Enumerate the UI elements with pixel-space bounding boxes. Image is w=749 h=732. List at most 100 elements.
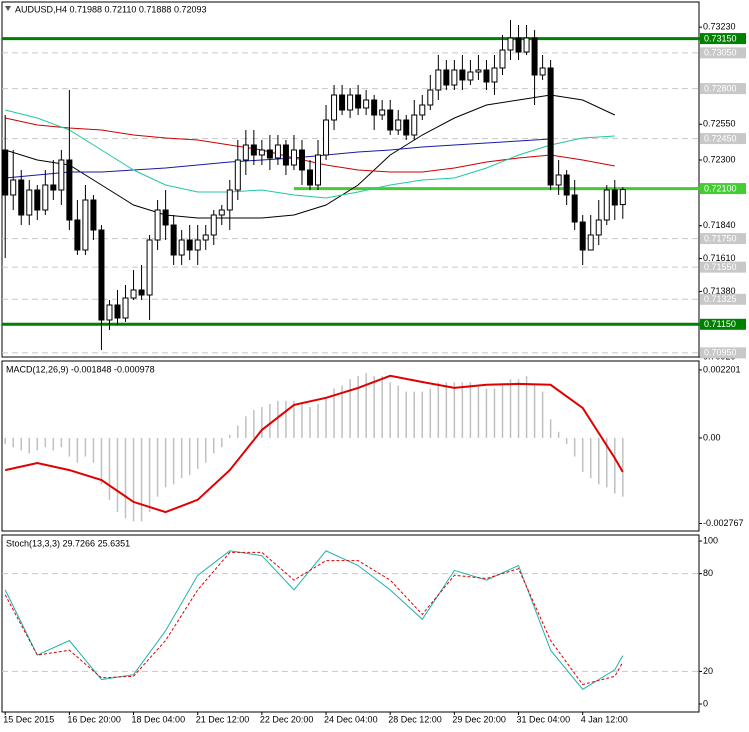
- symbol-icon: [5, 6, 11, 11]
- candle-body: [459, 69, 466, 81]
- candle-body: [467, 71, 474, 81]
- x-tick-label: 28 Dec 12:00: [388, 714, 442, 724]
- candle-body: [210, 214, 217, 236]
- candle-body: [371, 99, 378, 116]
- x-tick-label: 4 Jan 12:00: [581, 714, 628, 724]
- candle-body: [451, 69, 458, 86]
- x-tick-label: 18 Dec 04:00: [132, 714, 186, 724]
- candle-body: [178, 239, 185, 256]
- candle-body: [587, 234, 594, 251]
- candle-body: [579, 221, 586, 251]
- y-tick-label: 0.72300: [703, 154, 736, 164]
- level-label: 0.71550: [704, 262, 737, 272]
- y-tick-label: 0.00: [703, 432, 721, 442]
- candle-body: [411, 114, 418, 136]
- candle-body: [90, 199, 97, 231]
- y-tick-label: 0: [703, 698, 708, 708]
- candle-body: [258, 149, 265, 156]
- candle-body: [331, 94, 338, 121]
- candle-body: [138, 289, 145, 296]
- x-tick-label: 24 Dec 04:00: [324, 714, 378, 724]
- y-tick-label: 0.002201: [703, 364, 741, 374]
- y-tick-label: 100: [703, 535, 718, 545]
- x-tick-label: 15 Dec 2015: [3, 714, 54, 724]
- indicator-line: [4, 550, 624, 690]
- x-tick-label: 29 Dec 20:00: [452, 714, 506, 724]
- level-label: 0.71325: [704, 294, 737, 304]
- y-tick-label: 0.71610: [703, 253, 736, 263]
- chart-title: AUDUSD,H4 0.71988 0.72110 0.71888 0.7209…: [15, 4, 206, 14]
- candle-body: [58, 159, 65, 191]
- candle-body: [162, 209, 169, 226]
- candle-body: [507, 37, 514, 51]
- candle-body: [98, 229, 105, 321]
- candle-body: [194, 239, 201, 251]
- level-box: [700, 183, 746, 195]
- indicator-line: [4, 374, 624, 514]
- level-box: [700, 261, 746, 273]
- candle-body: [66, 159, 73, 221]
- y-tick-label: 0.73230: [703, 22, 736, 32]
- candle-body: [427, 89, 434, 106]
- candle-body: [339, 94, 346, 111]
- candle-body: [226, 189, 233, 211]
- macd-panel: [1, 360, 700, 532]
- candle-body: [298, 149, 305, 171]
- level-box: [700, 47, 746, 59]
- candle-body: [531, 37, 538, 76]
- level-label: 0.73150: [704, 33, 737, 43]
- stoch-panel: [1, 534, 700, 713]
- y-tick-label: 0.71840: [703, 220, 736, 230]
- candle-body: [234, 159, 241, 191]
- candle-body: [34, 189, 41, 211]
- candle-body: [475, 69, 482, 73]
- x-tick-label: 31 Dec 04:00: [517, 714, 571, 724]
- x-tick-label: 21 Dec 12:00: [196, 714, 250, 724]
- candle-body: [571, 194, 578, 223]
- candle-body: [122, 297, 129, 319]
- level-label: 0.71150: [704, 319, 736, 329]
- candle-body: [242, 144, 249, 161]
- candle-body: [170, 224, 177, 256]
- x-tick-label: 22 Dec 20:00: [260, 714, 314, 724]
- candle-body: [218, 209, 225, 216]
- candle-body: [563, 174, 570, 196]
- candle-body: [435, 69, 442, 91]
- candle-body: [306, 169, 313, 186]
- macd-title: MACD(12,26,9) -0.001848 -0.000978: [6, 364, 155, 374]
- candle-body: [483, 69, 490, 83]
- candle-body: [499, 49, 506, 69]
- indicator-line: [5, 94, 616, 219]
- candle-body: [403, 119, 410, 136]
- level-box: [700, 233, 746, 245]
- level-label: 0.71750: [704, 233, 737, 243]
- y-tick-label: 20: [703, 666, 713, 676]
- candle-body: [523, 37, 530, 53]
- candle-body: [282, 144, 289, 166]
- stoch-title: Stoch(13,3,3) 29.7266 25.6351: [6, 538, 130, 548]
- candle-body: [347, 94, 354, 111]
- candle-body: [50, 184, 57, 191]
- level-box: [700, 133, 746, 145]
- candle-body: [515, 37, 522, 53]
- candle-body: [315, 154, 322, 186]
- level-label: 0.72100: [704, 183, 737, 193]
- candle-body: [130, 289, 137, 299]
- candle-body: [2, 149, 9, 196]
- level-label: 0.72800: [704, 83, 737, 93]
- candle-body: [146, 239, 153, 296]
- candle-body: [355, 94, 362, 109]
- price-panel: [1, 1, 700, 358]
- candle-body: [10, 179, 17, 196]
- level-box: [700, 293, 746, 305]
- level-box: [700, 33, 746, 45]
- candle-body: [595, 219, 602, 236]
- candle-body: [290, 149, 297, 166]
- level-box: [700, 347, 746, 359]
- y-tick-label: 0.72550: [703, 119, 736, 129]
- candle-body: [26, 189, 33, 216]
- candle-body: [611, 189, 618, 206]
- candle-body: [250, 144, 257, 156]
- candle-body: [186, 239, 193, 251]
